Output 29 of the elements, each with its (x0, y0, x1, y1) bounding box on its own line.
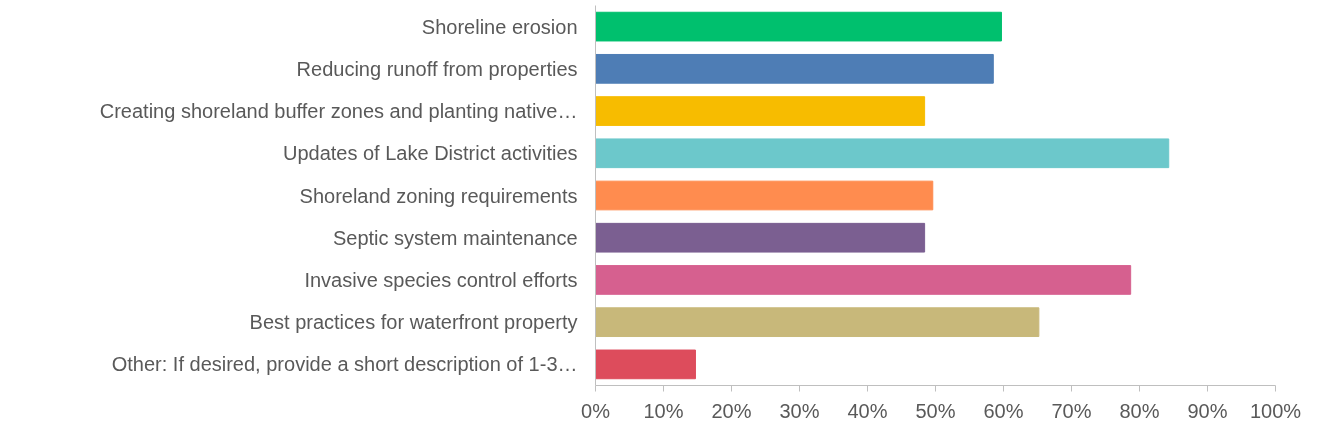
x-tick-label: 80% (1119, 399, 1160, 422)
bar (595, 265, 1132, 295)
bar (595, 307, 1040, 338)
x-tick-label: 40% (847, 399, 888, 422)
bar (595, 222, 926, 253)
bar (595, 53, 994, 84)
x-tick-label: 70% (1051, 399, 1092, 422)
y-tick-label: Best practices for waterfront property (249, 311, 578, 334)
x-tick-label: 50% (915, 399, 956, 422)
x-tick-label: 0% (581, 399, 611, 422)
x-tick-label: 90% (1187, 399, 1228, 422)
bar (595, 138, 1170, 169)
x-tick-label: 100% (1249, 399, 1302, 422)
bar (595, 180, 934, 211)
y-tick-label: Updates of Lake District activities (282, 142, 578, 165)
y-tick-label: Shoreland zoning requirements (299, 184, 578, 207)
y-tick-label: Creating shoreland buffer zones and planting native… (99, 100, 578, 123)
y-tick-label: Invasive species control efforts (304, 268, 578, 291)
y-tick-label: Septic system maintenance (332, 226, 578, 249)
y-tick-label: Shoreline erosion (421, 15, 578, 38)
x-tick-label: 20% (711, 399, 752, 422)
y-tick-label: Reducing runoff from properties (296, 57, 578, 80)
bar (595, 96, 926, 126)
bar (595, 349, 696, 380)
bar (595, 11, 1002, 42)
x-tick-label: 60% (983, 399, 1024, 422)
y-tick-label: Other: If desired, provide a short description of 1-3… (111, 353, 578, 376)
x-tick-label: 30% (779, 399, 820, 422)
x-tick-label: 10% (643, 399, 684, 422)
